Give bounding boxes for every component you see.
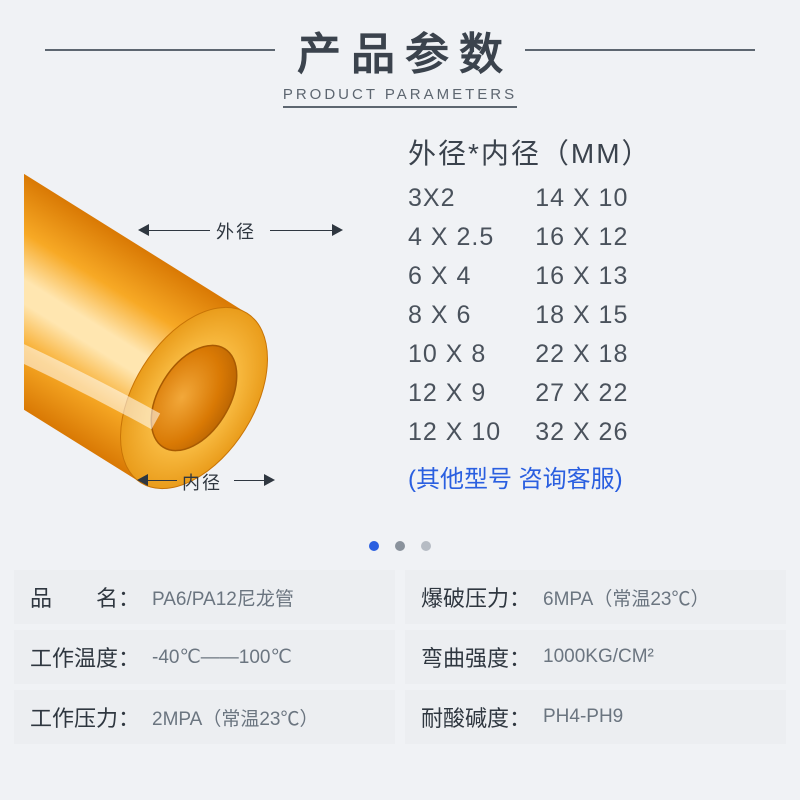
carousel-dots — [0, 538, 800, 556]
size-item: 10 X 8 — [408, 340, 501, 369]
inner-arrow-left — [137, 474, 148, 486]
spec-label: 爆破压力： — [421, 581, 543, 613]
spec-row: 品 名： PA6/PA12尼龙管 爆破压力： 6MPA（常温23℃） — [14, 570, 786, 624]
outer-dim-line-left — [148, 230, 210, 231]
outer-diameter-label: 外径 — [216, 218, 256, 244]
title-en: PRODUCT PARAMETERS — [283, 86, 517, 108]
inner-diameter-label: 内径 — [182, 469, 222, 495]
specs-table: 品 名： PA6/PA12尼龙管 爆破压力： 6MPA（常温23℃） 工作温度：… — [14, 570, 786, 744]
size-item: 4 X 2.5 — [408, 223, 501, 252]
spec-value: 2MPA（常温23℃） — [152, 704, 318, 731]
size-item: 12 X 10 — [408, 418, 501, 447]
inner-dim-line-right — [234, 480, 264, 481]
spec-value: 1000KG/CM² — [543, 646, 654, 668]
main-content: 外径 内径 外径*内径（MM） 3X2 4 X 2.5 6 X 4 8 X 6 … — [0, 108, 800, 528]
carousel-dot[interactable] — [421, 541, 431, 551]
size-item: 16 X 12 — [535, 223, 628, 252]
spec-label: 工作温度： — [30, 641, 152, 673]
inner-dim-line-left — [147, 480, 177, 481]
size-item: 3X2 — [408, 184, 501, 213]
size-item: 14 X 10 — [535, 184, 628, 213]
size-item: 22 X 18 — [535, 340, 628, 369]
product-diagram: 外径 内径 — [24, 128, 384, 528]
spec-cell-temp: 工作温度： -40℃——100℃ — [14, 630, 395, 684]
sizes-panel: 外径*内径（MM） 3X2 4 X 2.5 6 X 4 8 X 6 10 X 8… — [384, 128, 776, 528]
spec-label: 耐酸碱度： — [421, 701, 543, 733]
sizes-grid: 3X2 4 X 2.5 6 X 4 8 X 6 10 X 8 12 X 9 12… — [408, 184, 776, 447]
size-item: 16 X 13 — [535, 262, 628, 291]
sizes-col-2: 14 X 10 16 X 12 16 X 13 18 X 15 22 X 18 … — [535, 184, 628, 447]
spec-row: 工作压力： 2MPA（常温23℃） 耐酸碱度： PH4-PH9 — [14, 690, 786, 744]
spec-row: 工作温度： -40℃——100℃ 弯曲强度： 1000KG/CM² — [14, 630, 786, 684]
spec-cell-burst: 爆破压力： 6MPA（常温23℃） — [405, 570, 786, 624]
header: 产品参数 PRODUCT PARAMETERS — [0, 0, 800, 108]
spec-cell-ph: 耐酸碱度： PH4-PH9 — [405, 690, 786, 744]
rule-left — [45, 49, 275, 51]
spec-cell-bend: 弯曲强度： 1000KG/CM² — [405, 630, 786, 684]
size-item: 6 X 4 — [408, 262, 501, 291]
tube-illustration — [24, 128, 384, 528]
size-item: 12 X 9 — [408, 379, 501, 408]
rule-right — [525, 49, 755, 51]
carousel-dot[interactable] — [395, 541, 405, 551]
spec-value: PA6/PA12尼龙管 — [152, 584, 294, 611]
size-item: 8 X 6 — [408, 301, 501, 330]
outer-arrow-left — [138, 224, 149, 236]
other-models-note: (其他型号 咨询客服) — [408, 459, 776, 494]
outer-arrow-right — [332, 224, 343, 236]
spec-cell-pressure: 工作压力： 2MPA（常温23℃） — [14, 690, 395, 744]
size-item: 27 X 22 — [535, 379, 628, 408]
spec-label: 品 名： — [30, 581, 152, 613]
outer-dim-line-right — [270, 230, 332, 231]
spec-value: 6MPA（常温23℃） — [543, 584, 709, 611]
spec-cell-name: 品 名： PA6/PA12尼龙管 — [14, 570, 395, 624]
sizes-title: 外径*内径（MM） — [408, 132, 776, 172]
carousel-dot[interactable] — [369, 541, 379, 551]
spec-label: 弯曲强度： — [421, 641, 543, 673]
spec-value: PH4-PH9 — [543, 706, 623, 728]
spec-value: -40℃——100℃ — [152, 646, 292, 669]
size-item: 18 X 15 — [535, 301, 628, 330]
sizes-col-1: 3X2 4 X 2.5 6 X 4 8 X 6 10 X 8 12 X 9 12… — [408, 184, 501, 447]
title-cn: 产品参数 — [287, 18, 513, 82]
size-item: 32 X 26 — [535, 418, 628, 447]
spec-label: 工作压力： — [30, 701, 152, 733]
header-rule: 产品参数 — [0, 18, 800, 82]
inner-arrow-right — [264, 474, 275, 486]
